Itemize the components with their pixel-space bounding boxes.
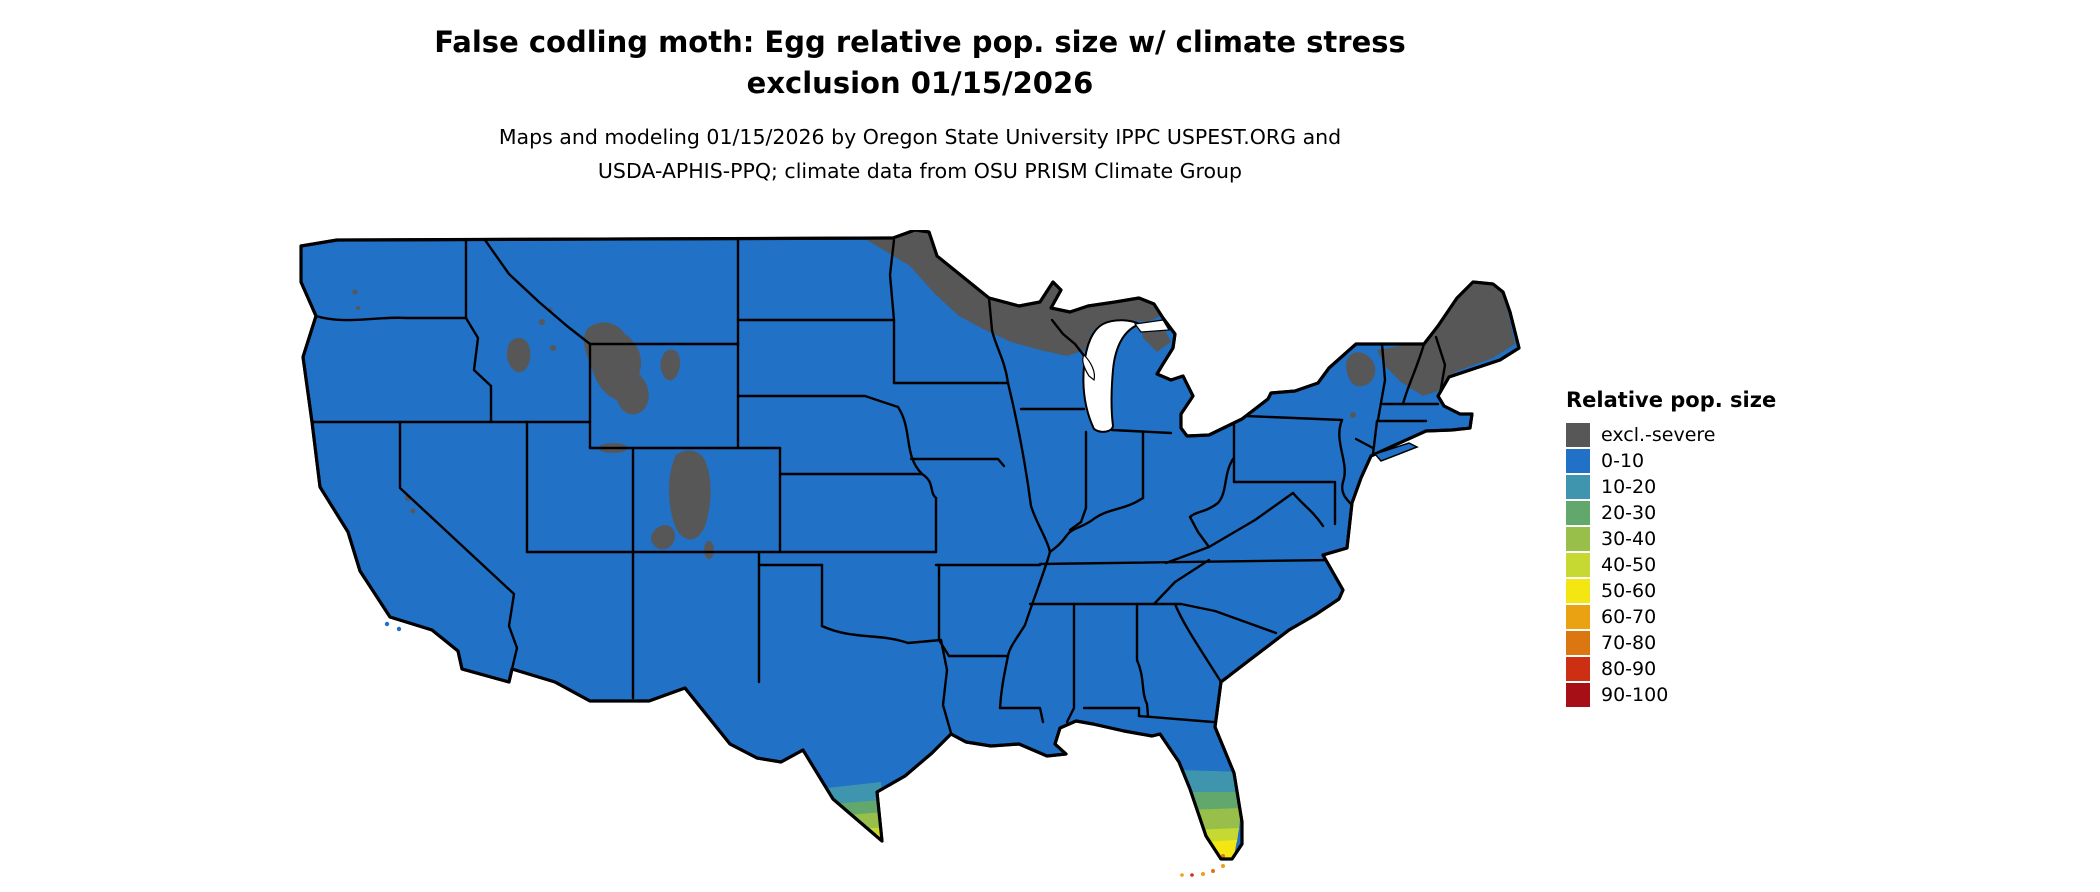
legend-item-60-70: 60-70 xyxy=(1566,604,1886,630)
legend-swatch xyxy=(1566,553,1590,577)
offshore-features xyxy=(312,249,1419,877)
map-region-florida-20-30 xyxy=(1183,792,1243,810)
channel-island xyxy=(384,621,390,627)
great-lakes xyxy=(1082,319,1171,433)
map-region-excl-colorado-rockies xyxy=(669,450,711,540)
legend-item-label: 0-10 xyxy=(1601,450,1645,472)
map-title-line1: False codling moth: Egg relative pop. si… xyxy=(434,25,1406,59)
long-island xyxy=(1373,442,1419,462)
map-subtitle: Maps and modeling 01/15/2026 by Oregon S… xyxy=(150,120,1690,188)
map-title-line2: exclusion 01/15/2026 xyxy=(746,66,1094,100)
map-regions-excl-severe xyxy=(352,231,1515,559)
legend-item-label: 50-60 xyxy=(1601,580,1657,602)
legend-item-label: 10-20 xyxy=(1601,476,1657,498)
map-region-excl-cascades-speck xyxy=(356,306,360,310)
legend-items: excl.-severe 0-10 10-20 20-30 30-40 40-5… xyxy=(1566,422,1886,708)
legend-swatch xyxy=(1566,475,1590,499)
legend-item-40-50: 40-50 xyxy=(1566,552,1886,578)
map-region-florida-40-50 xyxy=(1193,828,1239,842)
map-region-florida-10-20 xyxy=(1179,770,1245,794)
legend-swatch xyxy=(1566,657,1590,681)
legend-swatch xyxy=(1566,631,1590,655)
green-bay xyxy=(1082,354,1096,382)
map-region-florida-60-70-speck xyxy=(1207,857,1211,859)
legend-item-90-100: 90-100 xyxy=(1566,682,1886,708)
lake-michigan xyxy=(1082,319,1143,433)
map-title: False codling moth: Egg relative pop. si… xyxy=(150,22,1690,104)
map-region-excl-adirondacks xyxy=(1346,352,1376,387)
map-region-excl-speck xyxy=(539,319,545,325)
map-region-excl-sierra-speck xyxy=(410,508,416,514)
legend-swatch xyxy=(1566,501,1590,525)
florida-keys-speck xyxy=(1201,872,1205,876)
legend-item-30-40: 30-40 xyxy=(1566,526,1886,552)
legend-item-50-60: 50-60 xyxy=(1566,578,1886,604)
legend-swatch xyxy=(1566,579,1590,603)
legend-title: Relative pop. size xyxy=(1566,388,1777,412)
florida-keys-speck xyxy=(1221,864,1225,868)
legend-item-10-20: 10-20 xyxy=(1566,474,1886,500)
florida-keys-speck xyxy=(1180,873,1184,877)
legend-item-label: 90-100 xyxy=(1601,684,1669,706)
legend-swatch xyxy=(1566,423,1590,447)
legend-item-80-90: 80-90 xyxy=(1566,656,1886,682)
map-region-florida-30-40 xyxy=(1187,808,1241,830)
legend-item-label: excl.-severe xyxy=(1601,424,1716,446)
map-region-excl-catskills xyxy=(1350,412,1356,418)
map-subtitle-line1: Maps and modeling 01/15/2026 by Oregon S… xyxy=(498,125,1342,149)
map-region-excl-sangre-de-cristo xyxy=(704,541,714,559)
legend-swatch xyxy=(1566,449,1590,473)
florida-keys-speck xyxy=(1190,873,1194,877)
map-region-excl-speck xyxy=(550,345,556,351)
legend-swatch xyxy=(1566,605,1590,629)
legend: Relative pop. size excl.-severe 0-10 10-… xyxy=(1566,388,1886,708)
legend-item-label: 20-30 xyxy=(1601,502,1657,524)
map-region-excl-upper-midwest xyxy=(867,231,1161,356)
state-borders xyxy=(310,238,1447,735)
channel-island xyxy=(396,626,402,632)
legend-item-70-80: 70-80 xyxy=(1566,630,1886,656)
legend-swatch xyxy=(1566,527,1590,551)
map-region-florida-coastal-10-20 xyxy=(1233,748,1245,772)
us-map-svg xyxy=(299,228,1521,877)
us-choropleth-map xyxy=(295,228,1535,885)
map-region-florida-60-70-speck xyxy=(1212,855,1218,859)
legend-item-20-30: 20-30 xyxy=(1566,500,1886,526)
legend-swatch xyxy=(1566,683,1590,707)
legend-item-excl-severe: excl.-severe xyxy=(1566,422,1886,448)
legend-item-label: 60-70 xyxy=(1601,606,1657,628)
straits-of-mackinac xyxy=(1133,319,1171,333)
legend-item-0-10: 0-10 xyxy=(1566,448,1886,474)
legend-item-label: 30-40 xyxy=(1601,528,1657,550)
map-region-excl-yellowstone-rockies xyxy=(583,322,649,415)
us-coast-outline xyxy=(299,228,1521,861)
legend-item-label: 40-50 xyxy=(1601,554,1657,576)
wa-coast-island xyxy=(312,249,318,255)
map-subtitle-line2: USDA-APHIS-PPQ; climate data from OSU PR… xyxy=(597,159,1243,183)
legend-item-label: 80-90 xyxy=(1601,658,1657,680)
map-region-conus-base-0-10 xyxy=(299,228,1521,861)
map-region-excl-bighorns xyxy=(660,349,681,381)
florida-keys-speck xyxy=(1211,869,1215,873)
map-region-excl-new-england xyxy=(1377,282,1515,396)
map-region-excl-cascades-speck xyxy=(352,289,358,295)
map-region-excl-san-juans xyxy=(651,525,675,550)
map-region-florida-70-80-speck xyxy=(1221,854,1225,858)
legend-item-label: 70-80 xyxy=(1601,632,1657,654)
map-region-excl-idaho-sawtooths xyxy=(506,337,531,373)
map-region-texas-10-20 xyxy=(827,782,883,804)
